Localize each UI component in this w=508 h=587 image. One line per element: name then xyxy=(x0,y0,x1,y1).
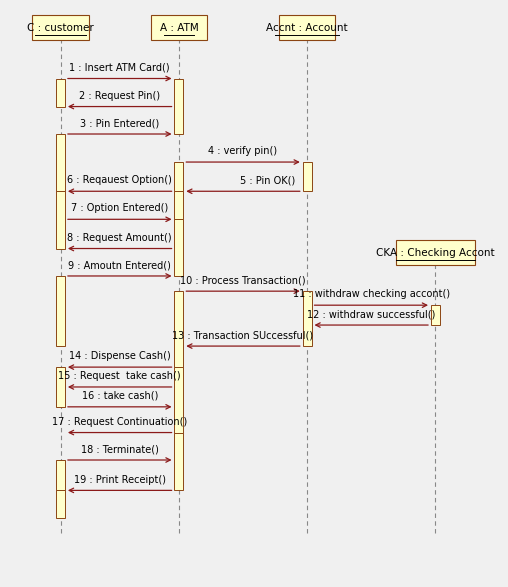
Text: 1 : Insert ATM Card(): 1 : Insert ATM Card() xyxy=(70,63,170,73)
Text: 16 : take cash(): 16 : take cash() xyxy=(82,391,158,401)
FancyBboxPatch shape xyxy=(174,291,183,367)
Text: 15 : Request  take cash(): 15 : Request take cash() xyxy=(58,371,181,381)
Text: 3 : Pin Entered(): 3 : Pin Entered() xyxy=(80,118,160,128)
FancyBboxPatch shape xyxy=(56,367,65,407)
Text: 10 : Process Transaction(): 10 : Process Transaction() xyxy=(180,275,306,285)
Text: Accnt : Account: Accnt : Account xyxy=(266,23,348,33)
Text: 7 : Option Entered(): 7 : Option Entered() xyxy=(71,204,168,214)
Text: 18 : Terminate(): 18 : Terminate() xyxy=(81,444,158,454)
FancyBboxPatch shape xyxy=(174,162,183,191)
FancyBboxPatch shape xyxy=(56,191,65,248)
Text: 12 : withdraw successful(): 12 : withdraw successful() xyxy=(307,309,435,319)
FancyBboxPatch shape xyxy=(56,79,65,107)
FancyBboxPatch shape xyxy=(279,15,335,40)
FancyBboxPatch shape xyxy=(174,220,183,276)
Text: 4 : verify pin(): 4 : verify pin() xyxy=(208,146,277,156)
FancyBboxPatch shape xyxy=(303,291,311,346)
FancyBboxPatch shape xyxy=(303,162,311,191)
FancyBboxPatch shape xyxy=(56,490,65,518)
FancyBboxPatch shape xyxy=(174,433,183,490)
Text: 9 : Amoutn Entered(): 9 : Amoutn Entered() xyxy=(68,260,171,270)
FancyBboxPatch shape xyxy=(174,367,183,433)
Text: 2 : Request Pin(): 2 : Request Pin() xyxy=(79,91,161,101)
Text: 13 : Transaction SUccessful(): 13 : Transaction SUccessful() xyxy=(173,330,313,340)
Text: A : ATM: A : ATM xyxy=(160,23,198,33)
Text: 17 : Request Continuation(): 17 : Request Continuation() xyxy=(52,417,187,427)
Text: 19 : Print Receipt(): 19 : Print Receipt() xyxy=(74,474,166,484)
Text: CKA : Checking Accont: CKA : Checking Accont xyxy=(376,248,495,258)
Text: 6 : Reqauest Option(): 6 : Reqauest Option() xyxy=(67,176,172,185)
Text: 8 : Request Amount(): 8 : Request Amount() xyxy=(68,232,172,242)
Text: 5 : Pin OK(): 5 : Pin OK() xyxy=(240,176,295,185)
Text: 11 : withdraw checking accont(): 11 : withdraw checking accont() xyxy=(293,289,450,299)
FancyBboxPatch shape xyxy=(174,79,183,134)
Text: C : customer: C : customer xyxy=(27,23,94,33)
FancyBboxPatch shape xyxy=(174,191,183,220)
FancyBboxPatch shape xyxy=(431,305,440,325)
FancyBboxPatch shape xyxy=(56,460,65,490)
Text: 14 : Dispense Cash(): 14 : Dispense Cash() xyxy=(69,351,171,361)
FancyBboxPatch shape xyxy=(33,15,89,40)
FancyBboxPatch shape xyxy=(151,15,207,40)
FancyBboxPatch shape xyxy=(56,134,65,191)
FancyBboxPatch shape xyxy=(56,276,65,346)
FancyBboxPatch shape xyxy=(396,240,474,265)
